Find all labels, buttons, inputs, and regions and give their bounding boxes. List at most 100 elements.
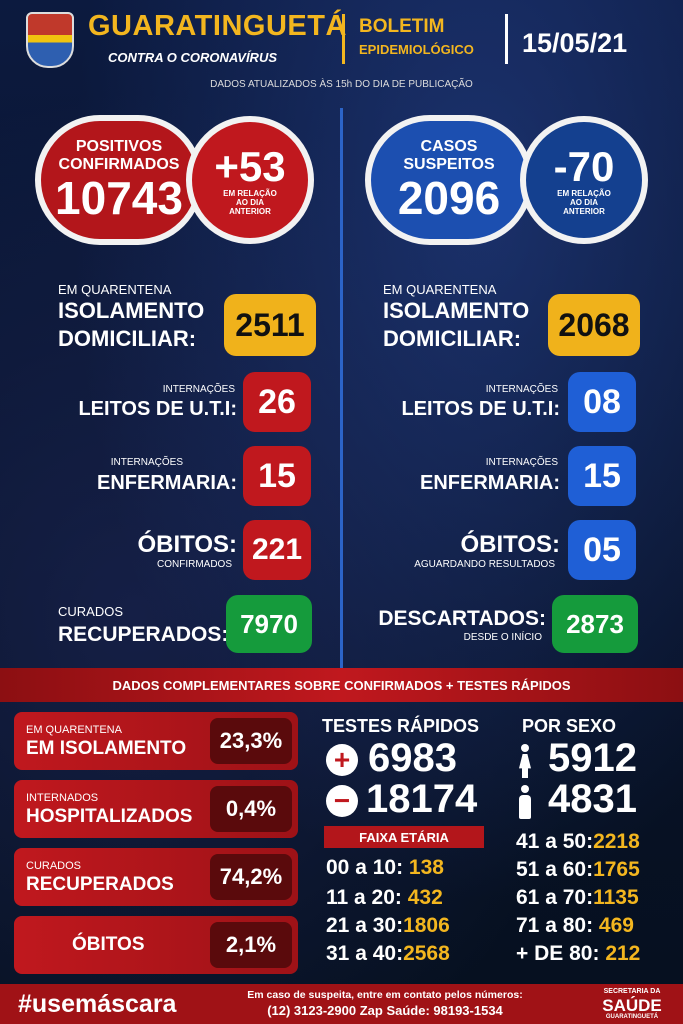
ward-badge: 15	[568, 446, 636, 506]
tests-negative: 18174	[366, 777, 478, 821]
age-range: 41 a 50:	[516, 830, 594, 853]
ward-badge: 15	[243, 446, 311, 506]
bulletin-title: BOLETIM	[359, 16, 445, 37]
suspect-delta-circle: -70 EM RELAÇÃO AO DIA ANTERIOR	[520, 116, 648, 244]
male-icon	[516, 785, 534, 819]
uti-small: INTERNAÇÕES	[485, 384, 558, 395]
confirmed-label-2: CONFIRMADOS	[58, 156, 180, 173]
age-value: 2568	[403, 942, 450, 965]
campaign-subtitle: CONTRA O CORONAVÍRUS	[108, 50, 277, 65]
age-row: 31 a 40:2568	[326, 942, 450, 966]
age-title: FAIXA ETÁRIA	[324, 826, 484, 848]
discarded-small: DESDE O INÍCIO	[463, 632, 542, 643]
age-range: 11 a 20:	[326, 886, 402, 909]
box-small-label: CURADOS	[26, 860, 82, 872]
uti-label: LEITOS DE U.T.I:	[401, 398, 560, 420]
contact-text: Em caso de suspeita, entre em contato pe…	[247, 989, 523, 1001]
tests-positive: 6983	[368, 736, 457, 780]
deaths-badge: 221	[243, 520, 311, 580]
age-value: 212	[605, 942, 641, 965]
delta-note-3: ANTERIOR	[563, 206, 605, 216]
quarantine-label: EM QUARENTENA	[383, 282, 497, 297]
box-percentage: 0,4%	[210, 786, 292, 832]
age-value: 2218	[593, 830, 640, 853]
age-value: 138	[408, 856, 444, 879]
deaths-label: ÓBITOS:	[137, 531, 237, 558]
age-row: 41 a 50:2218	[516, 830, 640, 854]
uti-label: LEITOS DE U.T.I:	[78, 398, 237, 420]
age-row: 21 a 30:1806	[326, 914, 450, 938]
age-row: 51 a 60:1765	[516, 858, 640, 882]
age-range: 31 a 40:	[326, 942, 404, 965]
box-big-label: RECUPERADOS	[26, 874, 174, 895]
secretariat-label: SECRETARIA DA	[603, 988, 661, 995]
suspect-circle: CASOS SUSPEITOS 2096	[365, 115, 533, 245]
secretariat-name: SAÚDE	[602, 996, 662, 1015]
ward-label: ENFERMARIA:	[420, 472, 560, 494]
female-icon	[516, 744, 534, 778]
age-range: + DE 80:	[516, 942, 600, 965]
box-big-label: HOSPITALIZADOS	[26, 806, 193, 827]
isolation-badge: 2068	[548, 294, 640, 356]
suspect-value: 2096	[397, 172, 501, 224]
confirmed-delta-circle: +53 EM RELAÇÃO AO DIA ANTERIOR	[186, 116, 314, 244]
age-row: + DE 80: 212	[516, 942, 640, 966]
bulletin-date: 15/05/21	[522, 28, 628, 58]
delta-note-2: AO DIA	[236, 197, 264, 207]
minus-icon: −	[326, 785, 358, 817]
age-row: 00 a 10: 138	[326, 856, 444, 880]
box-small-label: INTERNADOS	[26, 792, 99, 804]
ward-small: INTERNAÇÕES	[485, 457, 558, 468]
age-row: 71 a 80: 469	[516, 914, 634, 938]
hashtag: #usemáscara	[18, 990, 177, 1018]
update-note: DADOS ATUALIZADOS ÀS 15h DO DIA DE PUBLI…	[210, 79, 473, 90]
secretariat-city: GUARATINGUETÁ	[605, 1014, 659, 1020]
delta-note-1: EM RELAÇÃO	[557, 188, 611, 198]
isolation-label-2: DOMICILIAR:	[58, 326, 197, 351]
header-divider-2	[505, 14, 508, 64]
contact-numbers: (12) 3123-2900 Zap Saúde: 98193-1534	[267, 1003, 503, 1018]
age-value: 1765	[593, 858, 640, 881]
box-big-label: ÓBITOS	[72, 934, 145, 955]
age-row: 61 a 70:1135	[516, 886, 639, 910]
ward-small: INTERNAÇÕES	[110, 457, 183, 468]
city-title: GUARATINGUETÁ	[88, 10, 347, 42]
uti-badge: 26	[243, 372, 311, 432]
deaths-pct-box: ÓBITOS 2,1%	[14, 916, 298, 974]
age-value: 1135	[593, 886, 639, 909]
suspect-delta: -70	[553, 142, 615, 190]
female-count: 5912	[548, 736, 637, 780]
age-range: 21 a 30:	[326, 914, 404, 937]
isolation-badge: 2511	[224, 294, 316, 356]
header-divider	[342, 14, 345, 64]
ward-label: ENFERMARIA:	[97, 472, 237, 494]
rapid-tests-title: TESTES RÁPIDOS	[322, 716, 480, 736]
recovered-pct-box: CURADOS RECUPERADOS 74,2%	[14, 848, 298, 906]
delta-note-2: AO DIA	[570, 197, 598, 207]
complement-band: DADOS COMPLEMENTARES SOBRE CONFIRMADOS +…	[0, 668, 683, 702]
isolation-pct-box: EM QUARENTENA EM ISOLAMENTO 23,3%	[14, 712, 298, 770]
age-range: 51 a 60:	[516, 858, 594, 881]
deaths-small: AGUARDANDO RESULTADOS	[414, 559, 555, 570]
box-small-label: EM QUARENTENA	[26, 724, 122, 736]
isolation-label-2: DOMICILIAR:	[383, 326, 522, 351]
box-percentage: 23,3%	[210, 718, 292, 764]
age-value: 1806	[403, 914, 450, 937]
column-divider	[340, 108, 343, 668]
age-value: 432	[407, 886, 443, 909]
age-row: 11 a 20: 432	[326, 886, 443, 910]
city-crest-logo	[26, 12, 74, 68]
confirmed-value: 10743	[55, 172, 183, 224]
cured-label: RECUPERADOS:	[58, 623, 229, 646]
cured-badge: 7970	[226, 595, 312, 653]
box-big-label: EM ISOLAMENTO	[26, 738, 187, 759]
discarded-label: DESCARTADOS:	[378, 607, 546, 630]
quarantine-label: EM QUARENTENA	[58, 282, 172, 297]
suspect-label-2: SUSPEITOS	[403, 156, 495, 173]
footer-bar	[0, 984, 683, 1024]
delta-note-3: ANTERIOR	[229, 206, 271, 216]
uti-badge: 08	[568, 372, 636, 432]
age-range: 00 a 10:	[326, 856, 404, 879]
age-range: 61 a 70:	[516, 886, 594, 909]
